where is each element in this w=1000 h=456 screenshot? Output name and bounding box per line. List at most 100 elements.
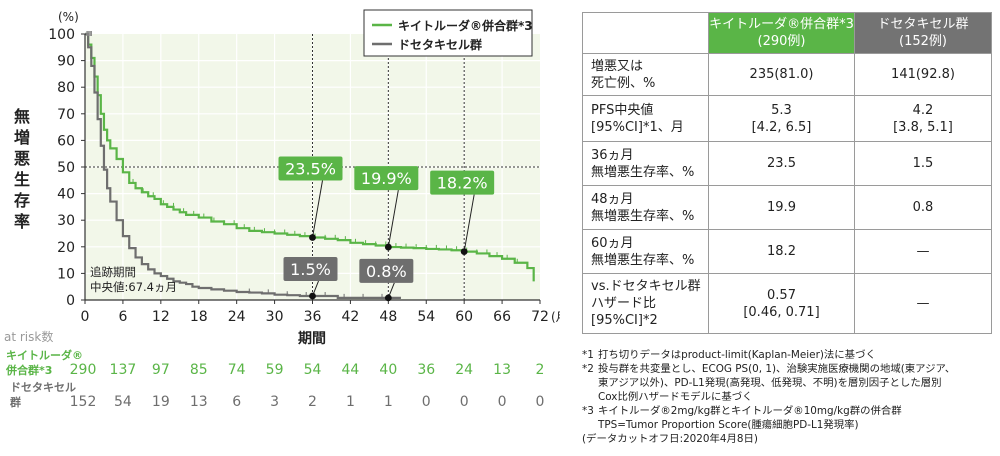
annotation-label: 1.5%	[290, 260, 331, 279]
row-label-line: 60ヵ月	[591, 235, 634, 251]
at-risk-value: 59	[266, 362, 284, 378]
at-risk-value: 1	[346, 394, 355, 410]
row-label: 増悪又は 死亡例、%	[582, 53, 709, 96]
at-risk-value: 0	[460, 394, 469, 410]
footnote-text: キイトルーダ®2mg/kg群とキイトルーダ®10mg/kg群の併合群	[598, 405, 902, 417]
footnote-mark	[582, 390, 598, 404]
footnote-text: 投与群を共変量とし、ECOG PS(0, 1)、治験実施医療機関の地域(東アジア…	[598, 363, 956, 375]
footnote-line: *2 投与群を共変量とし、ECOG PS(0, 1)、治験実施医療機関の地域(東ア…	[582, 362, 998, 376]
footnote-line: TPS=Tumor Proportion Score(腫瘍細胞PD-L1発現率)	[582, 418, 998, 432]
x-tick-label: 24	[228, 309, 246, 325]
annotation-box	[359, 258, 414, 283]
row-label-line: 36ヵ月	[591, 147, 634, 163]
docetaxel-value: 0.8	[854, 185, 992, 230]
annotation-label: 23.5%	[285, 159, 336, 178]
y-tick-label: 30	[57, 213, 75, 229]
footnote-mark: *1	[582, 349, 594, 361]
at-risk-row-label: ドセタキセル	[10, 381, 76, 394]
annotation-label: 0.8%	[366, 262, 407, 281]
annotation-box	[283, 257, 338, 282]
y-axis-title-char: 生	[14, 170, 30, 189]
at-risk-value: 54	[114, 394, 132, 410]
table-row: 増悪又は 死亡例、% 235(81.0) 141(92.8)	[582, 53, 992, 96]
table-row: PFS中央値 [95%CI]*1、月 5.3 [4.2, 6.5] 4.2 [3.8, 5…	[582, 95, 992, 142]
docetaxel-value: 141(92.8)	[854, 53, 992, 96]
row-label-line: 無増悪生存率、%	[591, 252, 695, 268]
footnote-text: 打ち切りデータはproduct-limit(Kaplan-Meier)法に基づく	[598, 349, 876, 361]
row-label-line: 無増悪生存率、%	[591, 164, 695, 180]
y-unit-label: (%)	[58, 10, 79, 24]
at-risk-row-label: キイトルーダ®	[6, 348, 83, 362]
x-tick-label: 0	[81, 309, 90, 325]
legend-label: ドセタキセル群	[398, 37, 482, 52]
followup-line: 中央値:67.4ヵ月	[90, 280, 177, 294]
footnote-line: *3 キイトルーダ®2mg/kg群とキイトルーダ®10mg/kg群の併合群	[582, 404, 998, 418]
keytruda-value: 23.5	[708, 141, 855, 186]
at-risk-row-label: 群	[9, 395, 21, 409]
censor-ticks	[86, 31, 528, 298]
row-label-line: 増悪又は	[591, 58, 644, 74]
y-axis-title: 無増悪生存率	[14, 107, 30, 231]
annotation-box	[278, 156, 343, 181]
keytruda-value-line: 0.57	[767, 287, 796, 303]
x-tick-label: 66	[493, 309, 511, 325]
annotation-box	[354, 166, 419, 191]
data-cutoff: (データカットオフ日:2020年4月8日)	[582, 433, 758, 445]
footnote-line: *1 打ち切りデータはproduct-limit(Kaplan-Meier)法に基…	[582, 348, 998, 362]
at-risk-value: 36	[417, 362, 435, 378]
footnote-line: 東アジア以外)、PD-L1発現(高発現、低発現、不明)を層別因子とした層別	[582, 376, 998, 390]
y-tick-label: 90	[57, 54, 75, 70]
at-risk-value: 0	[536, 394, 545, 410]
row-label: 36ヵ月 無増悪生存率、%	[582, 141, 709, 186]
row-label-line: [95%CI]*2	[591, 313, 658, 328]
x-tick-label: 30	[266, 309, 284, 325]
docetaxel-curve	[85, 32, 401, 299]
y-tick-label: 60	[57, 133, 75, 149]
at-risk-value: 13	[190, 394, 208, 410]
docetaxel-value-line: —	[916, 244, 930, 259]
annotation-point	[309, 234, 316, 241]
y-axis-title-char: 増	[14, 128, 30, 147]
at-risk-value: 54	[304, 362, 322, 378]
at-risk-row-label: 併合群*3	[5, 363, 52, 377]
row-label-line: 死亡例、%	[591, 75, 656, 91]
keytruda-value: 18.2	[708, 229, 855, 274]
followup-line: 追跡期間	[90, 265, 136, 279]
y-tick-label: 50	[57, 160, 75, 176]
footnote-mark: *3	[582, 405, 594, 417]
x-tick-label: 48	[379, 309, 397, 325]
table-corner	[582, 12, 709, 54]
survival-curves	[85, 32, 535, 299]
footnote-mark: *2	[582, 363, 594, 375]
annotation-point	[384, 243, 392, 251]
row-label-line: 無増悪生存率、%	[591, 208, 695, 224]
x-tick-label: 6	[118, 309, 127, 325]
table-row: 48ヵ月 無増悪生存率、% 19.9 0.8	[582, 185, 992, 230]
footnote-text: 東アジア以外)、PD-L1発現(高発現、低発現、不明)を層別因子とした層別	[598, 377, 942, 389]
x-axis-title: 期間	[298, 331, 326, 347]
at-risk-value: 24	[455, 362, 473, 378]
y-axis-title-char: 無	[14, 107, 30, 126]
header-keytruda: キイトルーダ®併合群*3 (290例)	[708, 12, 855, 54]
at-risk-value: 3	[270, 394, 279, 410]
annotation-leader	[463, 194, 475, 252]
table-row: 60ヵ月 無増悪生存率、% 18.2 —	[582, 229, 992, 274]
annotation-leader	[312, 180, 323, 238]
at-risk-value: 1	[384, 394, 393, 410]
row-label-line: 48ヵ月	[591, 191, 634, 207]
docetaxel-value-line: —	[916, 296, 930, 311]
y-tick-label: 20	[57, 240, 75, 256]
docetaxel-value: —	[854, 273, 992, 334]
at-risk-value: 6	[232, 394, 241, 410]
keytruda-value: 0.57 [0.46, 0.71]	[708, 273, 855, 334]
y-tick-label: 40	[57, 187, 75, 203]
y-tick-label: 70	[57, 107, 75, 123]
docetaxel-value-line: 1.5	[912, 156, 934, 171]
at-risk-value: 85	[190, 362, 208, 378]
y-tick-label: 0	[66, 293, 75, 309]
row-label: vs.ドセタキセル群 ハザード比 [95%CI]*2	[582, 273, 709, 334]
at-risk-title: at risk数	[4, 329, 53, 344]
